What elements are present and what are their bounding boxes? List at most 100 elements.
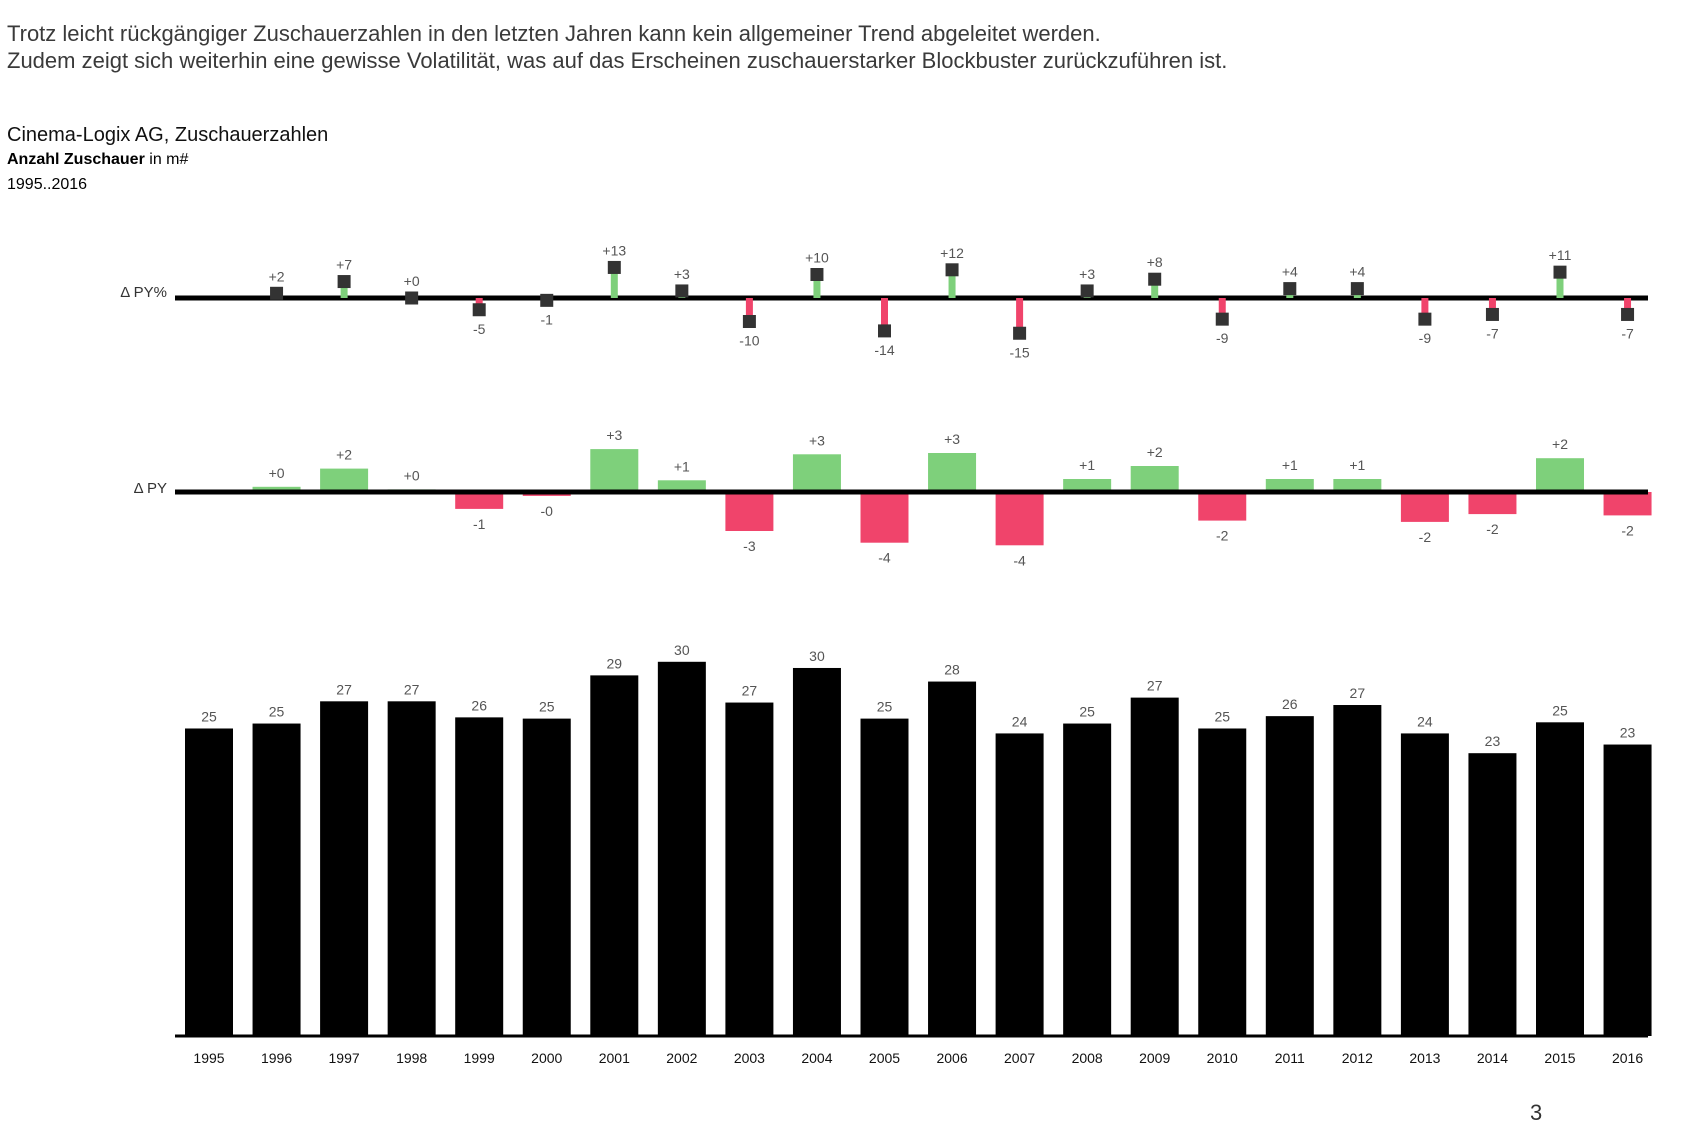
delta-absolute-label: +3 xyxy=(944,431,960,447)
delta-percent-label: -5 xyxy=(473,321,486,337)
viewers-value-label: 25 xyxy=(539,699,555,715)
delta-percent-label: -14 xyxy=(874,342,894,358)
delta-absolute-label: +1 xyxy=(674,458,690,474)
viewers-value-label: 24 xyxy=(1012,713,1028,729)
viewers-value-label: 27 xyxy=(742,683,758,699)
delta-percent-pin-head xyxy=(1080,284,1094,298)
chart-period: 1995..2016 xyxy=(7,176,88,193)
delta-percent-pin-head xyxy=(1621,307,1635,321)
viewers-bar xyxy=(522,718,571,1036)
delta-absolute-label: -2 xyxy=(1621,522,1634,538)
delta-percent-label: +4 xyxy=(1349,264,1365,280)
delta-percent-label: +12 xyxy=(940,245,964,261)
delta-absolute-label: +1 xyxy=(1079,457,1095,473)
viewers-value-label: 27 xyxy=(1147,678,1163,694)
year-tick-label: 2015 xyxy=(1544,1050,1575,1066)
delta-percent-label: +3 xyxy=(1079,266,1095,282)
delta-absolute-label: +0 xyxy=(269,465,285,481)
delta-percent-label: -1 xyxy=(541,311,554,327)
delta-percent-pin-stem xyxy=(1218,298,1226,320)
year-tick-label: 2016 xyxy=(1612,1050,1643,1066)
delta-percent-pin-head xyxy=(742,315,756,328)
delta-percent-pin-head xyxy=(405,291,419,305)
delta-absolute-label: -4 xyxy=(1013,552,1026,568)
delta-absolute-label: -2 xyxy=(1216,528,1229,544)
viewers-bar xyxy=(590,675,639,1036)
viewers-value-label: 27 xyxy=(404,681,420,697)
delta-percent-pin-head xyxy=(1215,312,1229,326)
delta-absolute-bar xyxy=(590,449,639,492)
chart-measure: Anzahl Zuschauer in m# xyxy=(7,148,328,172)
viewers-bar xyxy=(1333,705,1382,1036)
page-number: 3 xyxy=(1530,1100,1543,1125)
delta-absolute-bar xyxy=(1536,458,1584,492)
delta-percent-pin-head xyxy=(607,260,621,274)
delta-percent-label: +10 xyxy=(805,250,829,266)
viewers-bar xyxy=(252,723,301,1036)
year-tick-label: 2006 xyxy=(936,1050,967,1066)
delta-percent-pin-head xyxy=(337,275,351,289)
year-tick-label: 2004 xyxy=(801,1050,832,1066)
delta-absolute-bar xyxy=(657,480,706,492)
year-tick-label: 2013 xyxy=(1409,1050,1440,1066)
viewers-value-label: 25 xyxy=(1079,704,1095,720)
delta-absolute-bar xyxy=(320,468,369,492)
delta-percent-pin-head xyxy=(1148,272,1162,286)
viewers-bar xyxy=(320,701,369,1036)
delta-percent-pin-head xyxy=(675,284,689,298)
delta-absolute-bar xyxy=(1265,479,1314,492)
viewers-bar xyxy=(387,701,436,1036)
delta-percent-pin-head xyxy=(945,263,959,277)
viewers-value-label: 23 xyxy=(1620,725,1636,741)
delta-absolute-row-label: Δ PY xyxy=(134,480,167,497)
headline: Trotz leicht rückgängiger Zuschauerzahle… xyxy=(7,20,1227,74)
delta-absolute-label: -1 xyxy=(473,516,486,532)
viewers-value-label: 30 xyxy=(809,648,825,664)
delta-percent-label: -9 xyxy=(1216,330,1229,346)
delta-percent-pin-stem xyxy=(340,281,348,298)
headline-line-2: Zudem zeigt sich weiterhin eine gewisse … xyxy=(7,48,1228,73)
delta-absolute-bar xyxy=(860,492,909,543)
delta-percent-pin-stem xyxy=(1624,298,1632,315)
delta-percent-pin-stem xyxy=(1016,298,1024,334)
viewers-bar xyxy=(725,702,774,1036)
chart-title-block: Cinema-Logix AG, Zuschauerzahlen Anzahl … xyxy=(7,122,328,198)
viewers-value-label: 27 xyxy=(336,681,352,697)
delta-absolute-bar xyxy=(1400,492,1449,522)
delta-percent-pin-head xyxy=(810,268,824,281)
measure-unit: in m# xyxy=(144,151,189,168)
delta-absolute-bar xyxy=(1198,492,1247,521)
delta-percent-pin-stem xyxy=(948,269,956,298)
year-tick-label: 2008 xyxy=(1072,1050,1103,1066)
viewers-bar xyxy=(455,717,504,1036)
delta-percent-pin-head xyxy=(1013,326,1027,340)
delta-percent-pin-head xyxy=(1485,307,1499,321)
delta-absolute-bar xyxy=(1333,479,1382,492)
delta-percent-pin-stem xyxy=(813,274,821,298)
delta-percent-label: -9 xyxy=(1419,330,1432,346)
year-tick-label: 1998 xyxy=(396,1050,427,1066)
chart-title: Cinema-Logix AG, Zuschauerzahlen xyxy=(7,124,329,146)
delta-percent-pin-head xyxy=(1350,282,1364,296)
delta-absolute-bar xyxy=(1063,479,1112,492)
delta-absolute-label: +0 xyxy=(404,467,420,483)
delta-percent-pin-stem xyxy=(1556,272,1564,298)
year-tick-label: 2003 xyxy=(734,1050,765,1066)
delta-percent-label: +13 xyxy=(602,242,626,258)
viewers-bar xyxy=(1130,697,1179,1036)
delta-absolute-label: -2 xyxy=(1486,521,1499,537)
year-tick-label: 2012 xyxy=(1342,1050,1373,1066)
delta-percent-pin-head xyxy=(1553,265,1567,279)
delta-absolute-bar xyxy=(1603,492,1652,516)
year-tick-label: 2014 xyxy=(1477,1050,1508,1066)
delta-absolute-label: -3 xyxy=(743,538,756,554)
delta-percent-label: -7 xyxy=(1621,325,1634,341)
delta-absolute-label: +1 xyxy=(1282,457,1298,473)
delta-absolute-label: +2 xyxy=(1147,444,1163,460)
year-tick-label: 1995 xyxy=(193,1050,224,1066)
delta-percent-pin-stem xyxy=(610,267,618,298)
delta-percent-pin-stem xyxy=(745,298,753,322)
delta-percent-label: +11 xyxy=(1549,247,1572,263)
viewers-value-label: 25 xyxy=(1552,702,1568,718)
